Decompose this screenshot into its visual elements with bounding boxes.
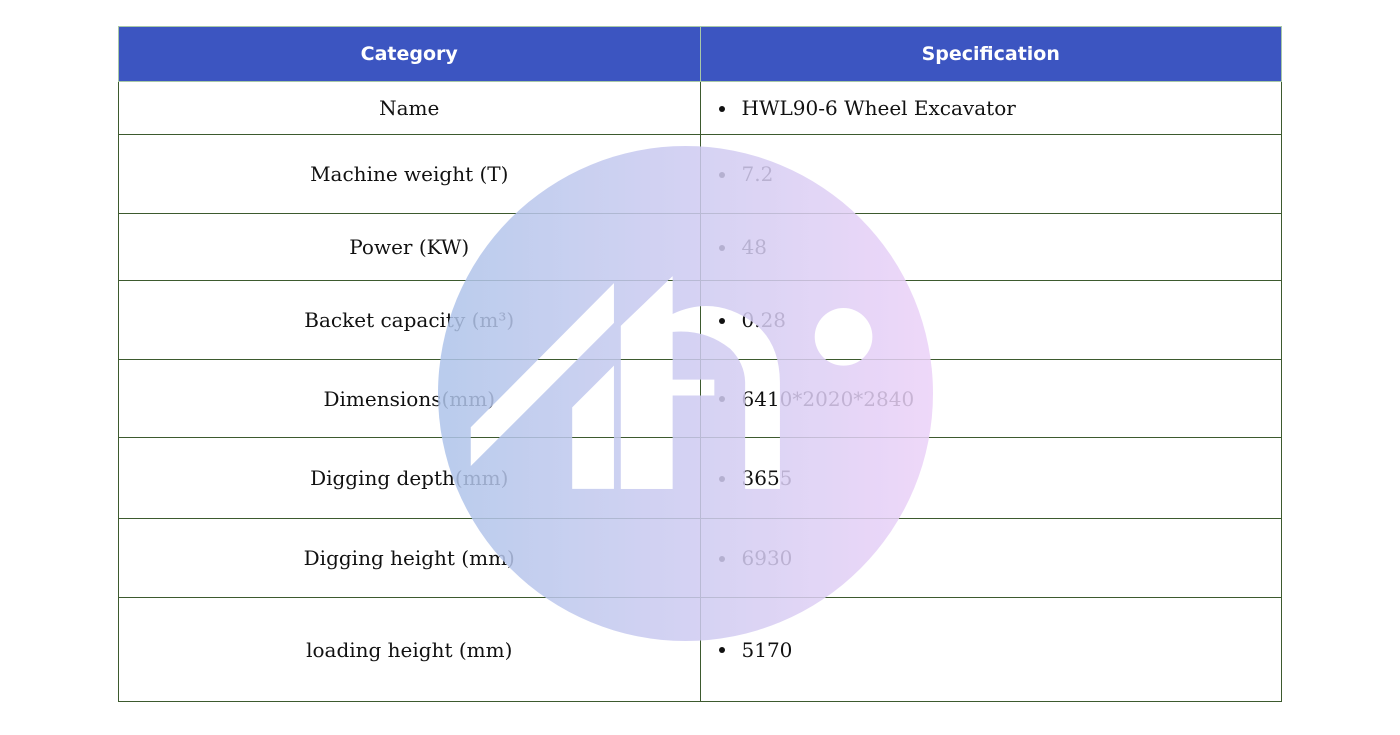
row-value: 3655 (699, 437, 1282, 519)
row-category: Backet capacity (m³) (118, 280, 701, 360)
row-value: HWL90-6 Wheel Excavator (699, 81, 1282, 135)
row-value-text: 3655 (741, 466, 793, 490)
bullet-icon (718, 171, 725, 178)
table-header-row: Category Specification (118, 26, 1282, 82)
row-value: 48 (699, 213, 1282, 281)
spec-table: Category Specification Name HWL90-6 Whee… (118, 26, 1282, 702)
bullet-icon (718, 317, 725, 324)
row-value: 0.28 (699, 280, 1282, 360)
row-value-text: 6410*2020*2840 (741, 386, 915, 411)
row-category: Power (KW) (118, 213, 701, 281)
table-row: Digging depth(mm) 3655 (118, 437, 1282, 519)
table-row: Power (KW) 48 (118, 213, 1282, 281)
table-row: Machine weight (T) 7.2 (118, 134, 1282, 214)
row-value: 6410*2020*2840 (699, 359, 1282, 438)
bullet-icon (718, 555, 725, 562)
row-value-text: 48 (741, 235, 767, 259)
row-value-text: 7.2 (741, 162, 774, 186)
row-category: Machine weight (T) (118, 134, 701, 214)
row-value: 6930 (699, 518, 1282, 598)
row-category: loading height (mm) (118, 597, 701, 702)
table-row: Digging height (mm) 6930 (118, 518, 1282, 598)
row-value: 5170 (699, 597, 1282, 702)
row-category: Digging depth(mm) (118, 437, 701, 519)
row-category: Digging height (mm) (118, 518, 701, 598)
header-category: Category (118, 26, 701, 82)
bullet-icon (718, 105, 725, 112)
row-value-text: 0.28 (741, 308, 787, 332)
bullet-icon (718, 244, 725, 251)
row-value-text: HWL90-6 Wheel Excavator (741, 96, 1016, 120)
table-row: Name HWL90-6 Wheel Excavator (118, 81, 1282, 135)
table-row: Backet capacity (m³) 0.28 (118, 280, 1282, 360)
bullet-icon (718, 475, 725, 482)
row-value: 7.2 (699, 134, 1282, 214)
row-value-text: 6930 (741, 546, 793, 570)
header-specification: Specification (699, 26, 1282, 82)
row-value-text: 5170 (741, 637, 793, 662)
row-category: Name (118, 81, 701, 135)
row-category: Dimensions(mm) (118, 359, 701, 438)
table-row: Dimensions(mm) 6410*2020*2840 (118, 359, 1282, 438)
bullet-icon (718, 647, 725, 653)
table-row: loading height (mm) 5170 (118, 597, 1282, 702)
bullet-icon (718, 396, 725, 402)
